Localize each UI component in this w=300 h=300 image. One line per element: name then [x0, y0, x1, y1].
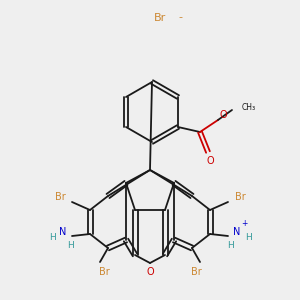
- Text: H: H: [244, 233, 251, 242]
- Text: H: H: [67, 241, 73, 250]
- Text: H: H: [226, 241, 233, 250]
- Text: CH₃: CH₃: [242, 103, 256, 112]
- Text: N: N: [233, 227, 241, 237]
- Text: Br: Br: [55, 192, 65, 202]
- Text: H: H: [49, 233, 56, 242]
- Text: Br: Br: [154, 13, 166, 23]
- Text: O: O: [206, 156, 214, 166]
- Text: +: +: [241, 220, 247, 229]
- Text: N: N: [59, 227, 67, 237]
- Text: O: O: [146, 267, 154, 277]
- Text: Br: Br: [190, 267, 201, 277]
- Text: Br: Br: [235, 192, 245, 202]
- Text: -: -: [178, 12, 182, 22]
- Text: O: O: [219, 110, 227, 120]
- Text: Br: Br: [99, 267, 110, 277]
